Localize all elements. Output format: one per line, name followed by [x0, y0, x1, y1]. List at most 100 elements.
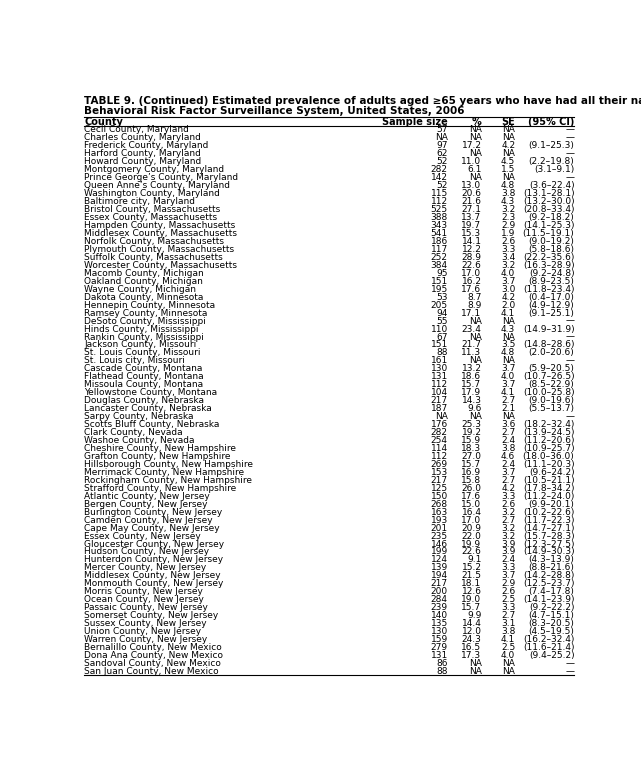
Text: 151: 151 — [431, 277, 447, 286]
Text: 117: 117 — [431, 245, 447, 254]
Text: (9.1–25.1): (9.1–25.1) — [529, 309, 574, 318]
Text: 4.2: 4.2 — [501, 293, 515, 302]
Text: 3.0: 3.0 — [501, 285, 515, 293]
Text: (11.8–23.4): (11.8–23.4) — [523, 285, 574, 293]
Text: County: County — [84, 117, 123, 126]
Text: 217: 217 — [431, 396, 447, 405]
Text: 12.2: 12.2 — [462, 245, 481, 254]
Text: Rockingham County, New Hampshire: Rockingham County, New Hampshire — [84, 475, 252, 485]
Text: 112: 112 — [431, 197, 447, 207]
Text: 3.8: 3.8 — [501, 444, 515, 453]
Text: 3.5: 3.5 — [501, 341, 515, 350]
Text: 3.7: 3.7 — [501, 380, 515, 389]
Text: Gloucester County, New Jersey: Gloucester County, New Jersey — [84, 539, 224, 549]
Text: 114: 114 — [431, 444, 447, 453]
Text: Ocean County, New Jersey: Ocean County, New Jersey — [84, 595, 204, 604]
Text: (9.0–19.6): (9.0–19.6) — [528, 396, 574, 405]
Text: (22.2–35.6): (22.2–35.6) — [523, 253, 574, 262]
Text: Sussex County, New Jersey: Sussex County, New Jersey — [84, 620, 207, 628]
Text: Oakland County, Michigan: Oakland County, Michigan — [84, 277, 203, 286]
Text: 21.5: 21.5 — [462, 572, 481, 581]
Text: 2.4: 2.4 — [501, 460, 515, 469]
Text: (18.0–36.0): (18.0–36.0) — [522, 452, 574, 461]
Text: 62: 62 — [437, 149, 447, 158]
Text: 104: 104 — [431, 389, 447, 397]
Text: Scotts Bluff County, Nebraska: Scotts Bluff County, Nebraska — [84, 420, 219, 429]
Text: 22.0: 22.0 — [462, 532, 481, 540]
Text: 239: 239 — [431, 604, 447, 612]
Text: 254: 254 — [431, 436, 447, 445]
Text: (9.0–19.2): (9.0–19.2) — [529, 237, 574, 246]
Text: NA: NA — [435, 133, 447, 142]
Text: 3.2: 3.2 — [501, 205, 515, 214]
Text: 194: 194 — [431, 572, 447, 581]
Text: (8.5–22.9): (8.5–22.9) — [529, 380, 574, 389]
Text: 3.2: 3.2 — [501, 523, 515, 533]
Text: 3.1: 3.1 — [501, 620, 515, 628]
Text: Hinds County, Mississippi: Hinds County, Mississippi — [84, 325, 199, 334]
Text: 282: 282 — [431, 428, 447, 437]
Text: NA: NA — [435, 412, 447, 421]
Text: 4.1: 4.1 — [501, 635, 515, 644]
Text: (10.0–25.8): (10.0–25.8) — [523, 389, 574, 397]
Text: 161: 161 — [431, 357, 447, 366]
Text: 27.1: 27.1 — [462, 205, 481, 214]
Text: 19.0: 19.0 — [462, 595, 481, 604]
Text: 4.0: 4.0 — [501, 651, 515, 660]
Text: 28.9: 28.9 — [462, 253, 481, 262]
Text: NA: NA — [469, 667, 481, 676]
Text: Hampden County, Massachusetts: Hampden County, Massachusetts — [84, 221, 235, 230]
Text: (8.3–20.5): (8.3–20.5) — [529, 620, 574, 628]
Text: NA: NA — [469, 659, 481, 668]
Text: (10.9–25.7): (10.9–25.7) — [523, 444, 574, 453]
Text: (8.8–21.6): (8.8–21.6) — [529, 563, 574, 572]
Text: NA: NA — [469, 316, 481, 325]
Text: SE: SE — [501, 117, 515, 126]
Text: NA: NA — [469, 332, 481, 341]
Text: 8.9: 8.9 — [467, 301, 481, 309]
Text: 9.1: 9.1 — [467, 555, 481, 565]
Text: 2.7: 2.7 — [501, 396, 515, 405]
Text: 124: 124 — [431, 555, 447, 565]
Text: 4.8: 4.8 — [501, 348, 515, 357]
Text: 17.9: 17.9 — [462, 389, 481, 397]
Text: (2.2–19.8): (2.2–19.8) — [529, 157, 574, 166]
Text: —: — — [565, 667, 574, 676]
Text: (17.8–34.2): (17.8–34.2) — [523, 484, 574, 493]
Text: —: — — [565, 133, 574, 142]
Text: Bristol County, Massachusetts: Bristol County, Massachusetts — [84, 205, 221, 214]
Text: Yellowstone County, Montana: Yellowstone County, Montana — [84, 389, 217, 397]
Text: Passaic County, New Jersey: Passaic County, New Jersey — [84, 604, 208, 612]
Text: 279: 279 — [431, 643, 447, 652]
Text: (3.1–9.1): (3.1–9.1) — [534, 165, 574, 174]
Text: (14.7–27.1): (14.7–27.1) — [523, 523, 574, 533]
Text: 16.2: 16.2 — [462, 277, 481, 286]
Text: (7.4–17.8): (7.4–17.8) — [529, 588, 574, 597]
Text: Douglas County, Nebraska: Douglas County, Nebraska — [84, 396, 204, 405]
Text: 15.7: 15.7 — [462, 460, 481, 469]
Text: Behavioral Risk Factor Surveillance System, United States, 2006: Behavioral Risk Factor Surveillance Syst… — [84, 106, 465, 116]
Text: 130: 130 — [431, 364, 447, 373]
Text: (9.2–24.8): (9.2–24.8) — [529, 269, 574, 278]
Text: 53: 53 — [437, 293, 447, 302]
Text: (4.5–19.5): (4.5–19.5) — [529, 627, 574, 636]
Text: (12.5–23.7): (12.5–23.7) — [523, 579, 574, 588]
Text: 2.7: 2.7 — [501, 611, 515, 620]
Text: (8.9–23.5): (8.9–23.5) — [529, 277, 574, 286]
Text: 23.4: 23.4 — [462, 325, 481, 334]
Text: Plymouth County, Massachusetts: Plymouth County, Massachusetts — [84, 245, 234, 254]
Text: (4.7–15.1): (4.7–15.1) — [529, 611, 574, 620]
Text: Baltimore city, Maryland: Baltimore city, Maryland — [84, 197, 195, 207]
Text: (4.3–13.9): (4.3–13.9) — [529, 555, 574, 565]
Text: (13.2–30.0): (13.2–30.0) — [523, 197, 574, 207]
Text: Macomb County, Michigan: Macomb County, Michigan — [84, 269, 204, 278]
Text: 20.6: 20.6 — [462, 189, 481, 198]
Text: 131: 131 — [431, 373, 447, 381]
Text: (4.9–12.9): (4.9–12.9) — [529, 301, 574, 309]
Text: 19.7: 19.7 — [462, 221, 481, 230]
Text: —: — — [565, 659, 574, 668]
Text: NA: NA — [469, 412, 481, 421]
Text: Charles County, Maryland: Charles County, Maryland — [84, 133, 201, 142]
Text: (11.2–20.6): (11.2–20.6) — [523, 436, 574, 445]
Text: 14.4: 14.4 — [462, 620, 481, 628]
